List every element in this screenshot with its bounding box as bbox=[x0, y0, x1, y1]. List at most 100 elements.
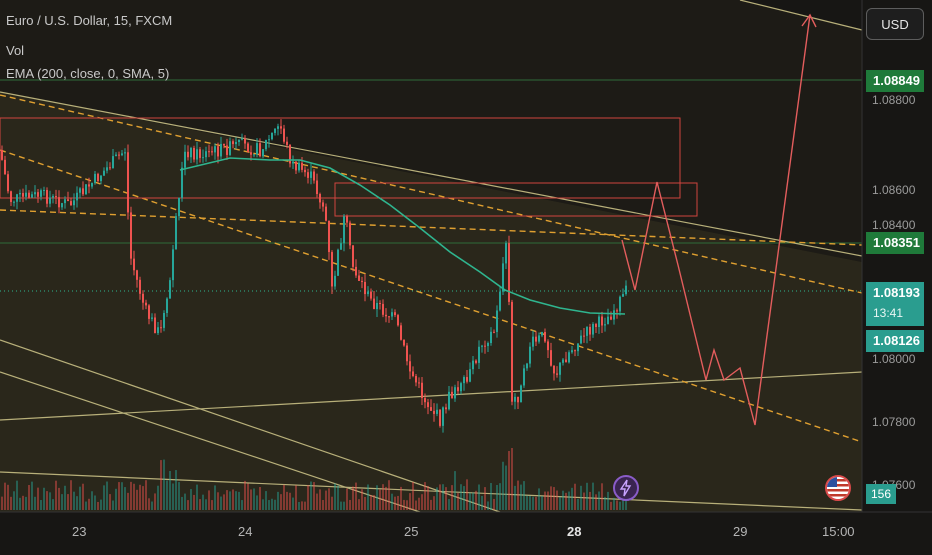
volume-bar bbox=[340, 501, 342, 510]
candle-body bbox=[538, 335, 540, 342]
candle-body bbox=[328, 220, 330, 253]
candle-body bbox=[46, 190, 48, 204]
candle-body bbox=[109, 167, 111, 169]
volume-bar bbox=[559, 497, 561, 510]
candle-body bbox=[442, 407, 444, 426]
candle-body bbox=[97, 173, 99, 182]
volume-bar bbox=[127, 492, 129, 510]
volume-bar bbox=[49, 492, 51, 510]
volume-bar bbox=[439, 484, 441, 510]
volume-bar bbox=[445, 487, 447, 510]
candle-body bbox=[613, 310, 615, 320]
price-label-ema: 1.08126 bbox=[866, 330, 924, 352]
volume-bar bbox=[13, 491, 15, 510]
current-price-value: 1.08193 bbox=[873, 285, 920, 300]
candle-body bbox=[37, 192, 39, 197]
candle-body bbox=[295, 161, 297, 171]
volume-bar bbox=[574, 483, 576, 510]
volume-bar bbox=[160, 460, 162, 510]
ema-legend[interactable]: EMA (200, close, 0, SMA, 5) bbox=[6, 66, 170, 81]
candle-body bbox=[604, 324, 606, 326]
volume-legend[interactable]: Vol bbox=[6, 43, 25, 58]
currency-button[interactable]: USD bbox=[866, 8, 924, 40]
candle-body bbox=[103, 170, 105, 176]
price-label-high: 1.08849 bbox=[866, 70, 924, 92]
us-flag-icon[interactable] bbox=[825, 475, 851, 501]
candle-body bbox=[157, 327, 159, 334]
candle-body bbox=[175, 216, 177, 250]
candle-body bbox=[409, 361, 411, 372]
candle-body bbox=[58, 197, 60, 208]
candle-body bbox=[463, 377, 465, 384]
candle-body bbox=[583, 335, 585, 337]
volume-bar bbox=[556, 490, 558, 510]
volume-bars bbox=[1, 448, 627, 510]
volume-bar bbox=[16, 480, 18, 510]
volume-bar bbox=[115, 488, 117, 510]
candle-body bbox=[61, 203, 63, 208]
candle-body bbox=[385, 314, 387, 317]
volume-bar bbox=[508, 451, 510, 510]
volume-bar bbox=[499, 483, 501, 510]
candle-body bbox=[343, 216, 345, 244]
candle-body bbox=[142, 293, 144, 303]
volume-bar bbox=[73, 491, 75, 510]
volume-bar bbox=[316, 493, 318, 510]
trend-line-support bbox=[0, 371, 863, 421]
volume-bar bbox=[1, 496, 3, 510]
candle-body bbox=[94, 173, 96, 183]
candle-body bbox=[448, 391, 450, 410]
candle-body bbox=[340, 243, 342, 250]
candle-body bbox=[298, 162, 300, 171]
lightning-glyph bbox=[619, 479, 632, 497]
volume-bar bbox=[61, 494, 63, 510]
volume-bar bbox=[349, 499, 351, 510]
candle-body bbox=[52, 196, 54, 198]
trend-line-top bbox=[739, 0, 863, 31]
candle-body bbox=[520, 385, 522, 403]
volume-bar bbox=[220, 496, 222, 510]
volume-bar bbox=[343, 501, 345, 510]
volume-bar bbox=[544, 491, 546, 510]
volume-bar bbox=[595, 494, 597, 510]
time-tick: 24 bbox=[238, 524, 252, 539]
candle-body bbox=[34, 192, 36, 195]
upper-zone bbox=[0, 0, 862, 262]
candle-body bbox=[598, 316, 600, 328]
candle-body bbox=[133, 258, 135, 271]
volume-bar bbox=[82, 483, 84, 510]
volume-bar bbox=[172, 483, 174, 510]
candle-body bbox=[412, 371, 414, 377]
volume-bar bbox=[232, 489, 234, 510]
volume-bar bbox=[34, 496, 36, 510]
candle-body bbox=[148, 305, 150, 319]
volume-bar bbox=[271, 498, 273, 510]
candle-body bbox=[355, 266, 357, 276]
volume-bar bbox=[400, 486, 402, 510]
volume-bar bbox=[532, 496, 534, 510]
candle-body bbox=[205, 151, 207, 158]
candle-body bbox=[586, 326, 588, 336]
candle-body bbox=[256, 143, 258, 155]
candle-body bbox=[466, 377, 468, 382]
volume-bar bbox=[214, 485, 216, 510]
candle-body bbox=[610, 316, 612, 320]
volume-bar bbox=[241, 500, 243, 510]
candle-body bbox=[346, 216, 348, 223]
candle-body bbox=[361, 280, 363, 282]
volume-bar bbox=[67, 494, 69, 510]
volume-bar bbox=[370, 495, 372, 510]
volume-bar bbox=[526, 495, 528, 510]
candle-body bbox=[487, 343, 489, 347]
lightning-icon[interactable] bbox=[613, 475, 639, 501]
volume-bar bbox=[211, 500, 213, 510]
volume-bar bbox=[613, 497, 615, 510]
symbol-title[interactable]: Euro / U.S. Dollar, 15, FXCM bbox=[6, 13, 173, 28]
candle-body bbox=[13, 201, 15, 203]
volume-bar bbox=[616, 500, 618, 510]
candle-body bbox=[313, 171, 315, 181]
candle-body bbox=[454, 387, 456, 399]
volume-bar bbox=[424, 482, 426, 510]
